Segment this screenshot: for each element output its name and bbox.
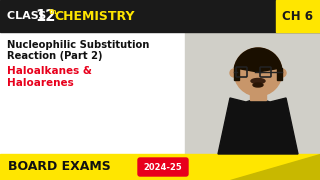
Text: Haloalkanes &: Haloalkanes & (7, 66, 92, 76)
Text: CH 6: CH 6 (283, 10, 314, 22)
Ellipse shape (253, 83, 263, 87)
Text: Haloarenes: Haloarenes (7, 78, 74, 88)
Bar (185, 32, 320, 154)
Bar (250, 86, 266, 100)
Circle shape (278, 69, 286, 77)
Text: 2024-25: 2024-25 (144, 163, 182, 172)
Text: th: th (49, 9, 57, 15)
Text: Nucleophilic Substitution: Nucleophilic Substitution (7, 40, 149, 50)
Text: BOARD EXAMS: BOARD EXAMS (8, 161, 111, 174)
Polygon shape (218, 98, 298, 154)
Bar (234, 68, 239, 80)
Text: Reaction (Part 2): Reaction (Part 2) (7, 51, 102, 61)
Bar (276, 0, 320, 32)
Text: CLASS: CLASS (7, 11, 50, 21)
FancyBboxPatch shape (138, 158, 188, 176)
Text: 12: 12 (35, 8, 55, 24)
Circle shape (234, 48, 282, 96)
Text: CHEMISTRY: CHEMISTRY (54, 10, 134, 22)
Bar (0, 0, 320, 32)
Ellipse shape (251, 78, 265, 84)
Bar (277, 68, 282, 80)
Circle shape (230, 69, 238, 77)
Wedge shape (234, 48, 282, 72)
Polygon shape (230, 154, 320, 180)
Bar (0, 154, 320, 180)
